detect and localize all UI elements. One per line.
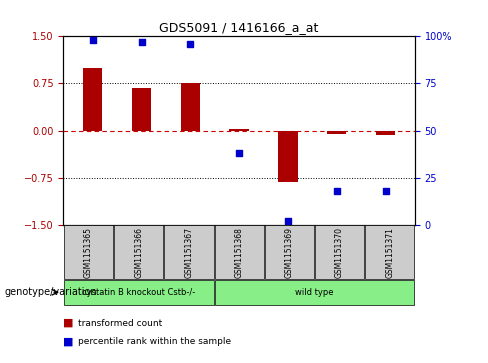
Text: percentile rank within the sample: percentile rank within the sample [78, 337, 231, 346]
Text: genotype/variation: genotype/variation [5, 287, 98, 297]
Bar [327, 131, 346, 134]
Title: GDS5091 / 1416166_a_at: GDS5091 / 1416166_a_at [160, 21, 319, 34]
Point [138, 39, 145, 45]
Text: GSM1151371: GSM1151371 [385, 227, 394, 278]
Text: GSM1151369: GSM1151369 [285, 227, 294, 278]
Text: GSM1151367: GSM1151367 [184, 227, 193, 278]
Text: ■: ■ [63, 336, 74, 346]
Bar [278, 131, 298, 182]
Point [89, 37, 97, 43]
Point [284, 219, 292, 224]
Point [235, 150, 243, 156]
Point [382, 188, 389, 194]
Text: GSM1151365: GSM1151365 [84, 227, 93, 278]
Text: GSM1151370: GSM1151370 [335, 227, 344, 278]
Bar [181, 83, 200, 131]
Bar [83, 68, 102, 131]
Text: cystatin B knockout Cstb-/-: cystatin B knockout Cstb-/- [82, 288, 195, 297]
Point [333, 188, 341, 194]
Bar [132, 88, 151, 131]
Text: GSM1151368: GSM1151368 [235, 227, 244, 278]
Bar [229, 130, 249, 131]
Text: transformed count: transformed count [78, 319, 163, 327]
Bar [376, 131, 395, 135]
Text: GSM1151366: GSM1151366 [134, 227, 143, 278]
Point [186, 41, 194, 47]
Text: wild type: wild type [295, 288, 334, 297]
Text: ■: ■ [63, 318, 74, 328]
